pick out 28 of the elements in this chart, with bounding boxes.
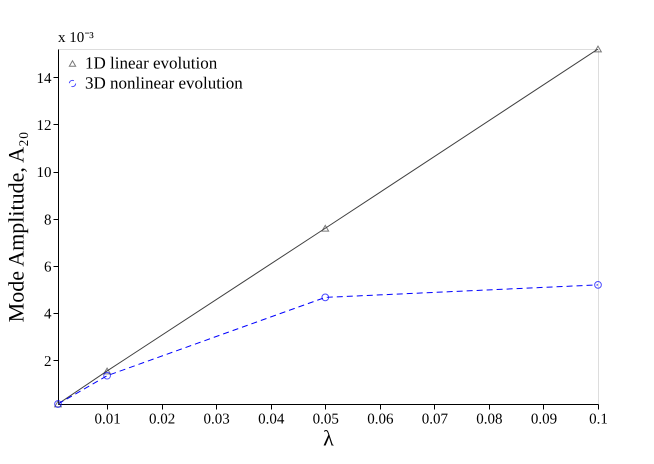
- y-tick-label: 14: [36, 70, 52, 87]
- x-tick-label: 0.03: [204, 412, 230, 428]
- x-tick-label: 0.09: [530, 412, 558, 428]
- y-tick-label: 10: [36, 165, 52, 182]
- y-tick-label: 4: [44, 306, 52, 323]
- legend-label: 3D nonlinear evolution: [85, 74, 244, 92]
- x-tick-label: 0.05: [312, 412, 339, 428]
- x-tick-label: 0.02: [149, 412, 176, 428]
- x-tick-label: 0.04: [258, 412, 285, 428]
- x-tick-label: 0.1: [589, 412, 608, 428]
- x-tick-label: 0.06: [367, 412, 394, 428]
- text: x 10⁻³: [58, 30, 94, 46]
- point: [321, 294, 330, 302]
- x-tick-label: 0.08: [476, 412, 503, 428]
- y-tick-label: 6: [44, 260, 52, 276]
- y-tick-label: 8: [44, 212, 52, 228]
- x-tick-label: 0.07: [422, 412, 448, 428]
- y-tick-label: 2: [44, 354, 52, 370]
- x-tick-label: 0.01: [94, 412, 121, 428]
- x-axis-title: λ: [323, 426, 334, 450]
- point: [321, 224, 330, 232]
- point: [594, 46, 602, 52]
- point: [103, 368, 111, 374]
- y-axis-title: Mode Amplitude, A₂₀: [4, 132, 28, 322]
- point: [594, 281, 602, 289]
- legend-label: 1D linear evolution: [85, 54, 218, 72]
- point: [103, 372, 111, 380]
- y-tick-label: 12: [36, 118, 52, 134]
